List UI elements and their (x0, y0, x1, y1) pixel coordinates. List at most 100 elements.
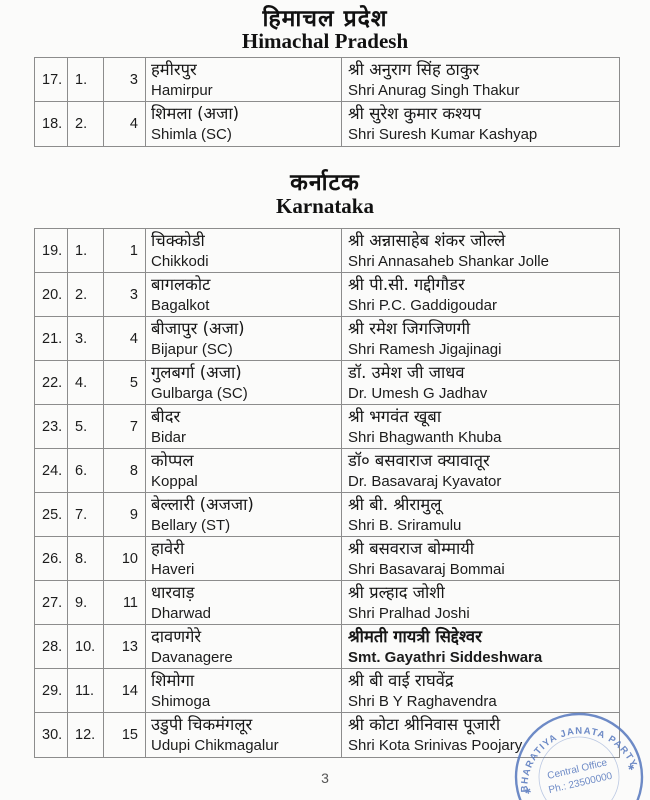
constituency-name-hindi: हावेरी (151, 539, 185, 558)
candidate-name-hindi: श्री पी.सी. गद्दीगौडर (348, 275, 465, 294)
constituency-number-cell: 8 (104, 449, 146, 492)
constituency-name-hindi: बीजापुर (अजा) (151, 319, 245, 338)
constituency-name-hindi: बीदर (151, 407, 181, 426)
candidate-name-english: Dr. Basavaraj Kyavator (348, 473, 502, 490)
candidate-name-hindi: श्री बसवराज बोम्मायी (348, 539, 475, 558)
constituency-number-cell: 4 (104, 102, 146, 146)
constituency-cell: बीदर Bidar (146, 405, 342, 448)
constituency-name-english: Gulbarga (SC) (151, 385, 248, 402)
constituency-name-english: Bellary (ST) (151, 517, 231, 534)
candidate-name-hindi: श्री बी. श्रीरामुलू (348, 495, 442, 514)
constituency-name-hindi: उडुपी चिकमंगलूर (151, 715, 253, 734)
state-serial-cell: 9. (68, 581, 104, 624)
constituency-name-hindi: चिक्कोडी (151, 231, 205, 250)
constituency-name-hindi: शिमला (अजा) (151, 104, 240, 123)
candidate-name-english: Shri B. Sriramulu (348, 517, 462, 534)
constituency-name-english: Shimoga (151, 693, 211, 710)
serial-cell: 19. (35, 229, 68, 272)
state-serial-cell: 2. (68, 102, 104, 146)
serial-cell: 22. (35, 361, 68, 404)
constituency-name-english: Haveri (151, 561, 195, 578)
constituency-name-english: Hamirpur (151, 82, 213, 99)
state-serial-cell: 4. (68, 361, 104, 404)
serial-cell: 23. (35, 405, 68, 448)
constituency-name-hindi: शिमोगा (151, 671, 195, 690)
constituency-name-english: Bidar (151, 429, 187, 446)
constituency-number-cell: 7 (104, 405, 146, 448)
constituency-cell: गुलबर्गा (अजा) Gulbarga (SC) (146, 361, 342, 404)
candidate-cell: डॉ. उमेश जी जाधव Dr. Umesh G Jadhav (342, 361, 619, 404)
candidate-name-hindi: श्री रमेश जिगजिणगी (348, 319, 471, 338)
state-serial-cell: 11. (68, 669, 104, 712)
constituency-name-english: Koppal (151, 473, 198, 490)
candidate-name-hindi: श्री सुरेश कुमार कश्यप (348, 104, 482, 123)
state-serial-cell: 5. (68, 405, 104, 448)
candidate-cell: श्री बी वाई राघवेंद्र Shri B Y Raghavendr… (342, 669, 619, 712)
state-serial-cell: 1. (68, 229, 104, 272)
constituency-cell: कोप्पल Koppal (146, 449, 342, 492)
constituency-name-hindi: दावणगेरे (151, 627, 202, 646)
constituency-cell: उडुपी चिकमंगलूर Udupi Chikmagalur (146, 713, 342, 757)
table-row: 23. 5. 7 बीदर Bidar श्री भगवंत खूबा Shri Bhagw… (35, 405, 619, 449)
candidate-cell: श्री सुरेश कुमार कश्यप Shri Suresh Kumar … (342, 102, 619, 146)
candidates-table-karnataka: 19. 1. 1 चिक्कोडी Chikkodi श्री अन्नासाहेब शं… (34, 228, 620, 758)
constituency-name-english: Dharwad (151, 605, 212, 622)
candidate-name-english: Smt. Gayathri Siddeshwara (348, 649, 543, 666)
constituency-number-cell: 4 (104, 317, 146, 360)
candidate-name-english: Shri Bhagwanth Khuba (348, 429, 502, 446)
candidate-name-hindi: श्री भगवंत खूबा (348, 407, 442, 426)
candidate-name-hindi: श्री अन्नासाहेब शंकर जोल्ले (348, 231, 506, 250)
serial-cell: 27. (35, 581, 68, 624)
svg-text:✱: ✱ (524, 786, 533, 796)
constituency-number-cell: 14 (104, 669, 146, 712)
constituency-cell: बीजापुर (अजा) Bijapur (SC) (146, 317, 342, 360)
table-row: 21. 3. 4 बीजापुर (अजा) Bijapur (SC) श्री रमेश… (35, 317, 619, 361)
constituency-cell: शिमोगा Shimoga (146, 669, 342, 712)
state-serial-cell: 8. (68, 537, 104, 580)
table-row: 22. 4. 5 गुलबर्गा (अजा) Gulbarga (SC) डॉ. उमे… (35, 361, 619, 405)
candidate-name-hindi: डॉ. उमेश जी जाधव (348, 363, 465, 382)
candidate-name-english: Dr. Umesh G Jadhav (348, 385, 488, 402)
constituency-number-cell: 13 (104, 625, 146, 668)
constituency-name-hindi: हमीरपुर (151, 60, 197, 79)
serial-cell: 21. (35, 317, 68, 360)
candidate-cell: श्री अन्नासाहेब शंकर जोल्ले Shri Annasahe… (342, 229, 619, 272)
table-row: 30. 12. 15 उडुपी चिकमंगलूर Udupi Chikmagalur… (35, 713, 619, 757)
candidate-name-english: Shri B Y Raghavendra (348, 693, 497, 710)
constituency-name-hindi: गुलबर्गा (अजा) (151, 363, 242, 382)
candidate-cell: श्री बी. श्रीरामुलू Shri B. Sriramulu (342, 493, 619, 536)
table-row: 29. 11. 14 शिमोगा Shimoga श्री बी वाई राघवेंद… (35, 669, 619, 713)
constituency-cell: शिमला (अजा) Shimla (SC) (146, 102, 342, 146)
candidate-cell: श्री कोटा श्रीनिवास पूजारी Shri Kota Srin… (342, 713, 619, 757)
constituency-number-cell: 11 (104, 581, 146, 624)
table-row: 20. 2. 3 बागलकोट Bagalkot श्री पी.सी. गद्दीगौ… (35, 273, 619, 317)
serial-cell: 25. (35, 493, 68, 536)
state-serial-cell: 2. (68, 273, 104, 316)
candidate-name-hindi: श्री प्रल्हाद जोशी (348, 583, 445, 602)
candidate-cell: श्री भगवंत खूबा Shri Bhagwanth Khuba (342, 405, 619, 448)
constituency-name-english: Bagalkot (151, 297, 210, 314)
table-row: 25. 7. 9 बेल्लारी (अजजा) Bellary (ST) श्री बी… (35, 493, 619, 537)
candidate-cell: श्री प्रल्हाद जोशी Shri Pralhad Joshi (342, 581, 619, 624)
section-title-hindi-himachal: हिमाचल प्रदेश (262, 6, 388, 32)
constituency-number-cell: 1 (104, 229, 146, 272)
constituency-number-cell: 3 (104, 273, 146, 316)
candidate-name-hindi: श्री बी वाई राघवेंद्र (348, 671, 454, 690)
table-row: 18. 2. 4 शिमला (अजा) Shimla (SC) श्री सुरेश क… (35, 102, 619, 146)
section-title-english-himachal: Himachal Pradesh (241, 29, 409, 53)
candidate-cell: श्री रमेश जिगजिणगी Shri Ramesh Jigajinagi (342, 317, 619, 360)
candidate-cell: श्री अनुराग सिंह ठाकुर Shri Anurag Singh … (342, 58, 619, 101)
candidate-cell: श्री बसवराज बोम्मायी Shri Basavaraj Bomma… (342, 537, 619, 580)
candidate-name-english: Shri Pralhad Joshi (348, 605, 470, 622)
candidate-cell: डॉ० बसवाराज क्यावातूर Dr. Basavaraj Kyava… (342, 449, 619, 492)
serial-cell: 18. (35, 102, 68, 146)
constituency-number-cell: 5 (104, 361, 146, 404)
candidate-cell: श्री पी.सी. गद्दीगौडर Shri P.C. Gaddigoud… (342, 273, 619, 316)
constituency-name-hindi: कोप्पल (151, 451, 194, 470)
serial-cell: 30. (35, 713, 68, 757)
table-row: 24. 6. 8 कोप्पल Koppal डॉ० बसवाराज क्यावातूर D… (35, 449, 619, 493)
serial-cell: 20. (35, 273, 68, 316)
candidate-name-english: Shri Anurag Singh Thakur (348, 82, 520, 99)
candidate-name-english: Shri Annasaheb Shankar Jolle (348, 253, 549, 270)
